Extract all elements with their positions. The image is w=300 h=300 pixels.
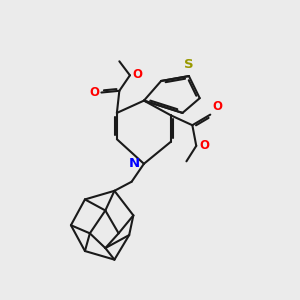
Text: S: S xyxy=(184,58,194,70)
Text: O: O xyxy=(89,86,99,99)
Text: O: O xyxy=(213,100,223,113)
Text: N: N xyxy=(128,157,140,170)
Text: O: O xyxy=(200,139,209,152)
Text: O: O xyxy=(132,68,142,81)
